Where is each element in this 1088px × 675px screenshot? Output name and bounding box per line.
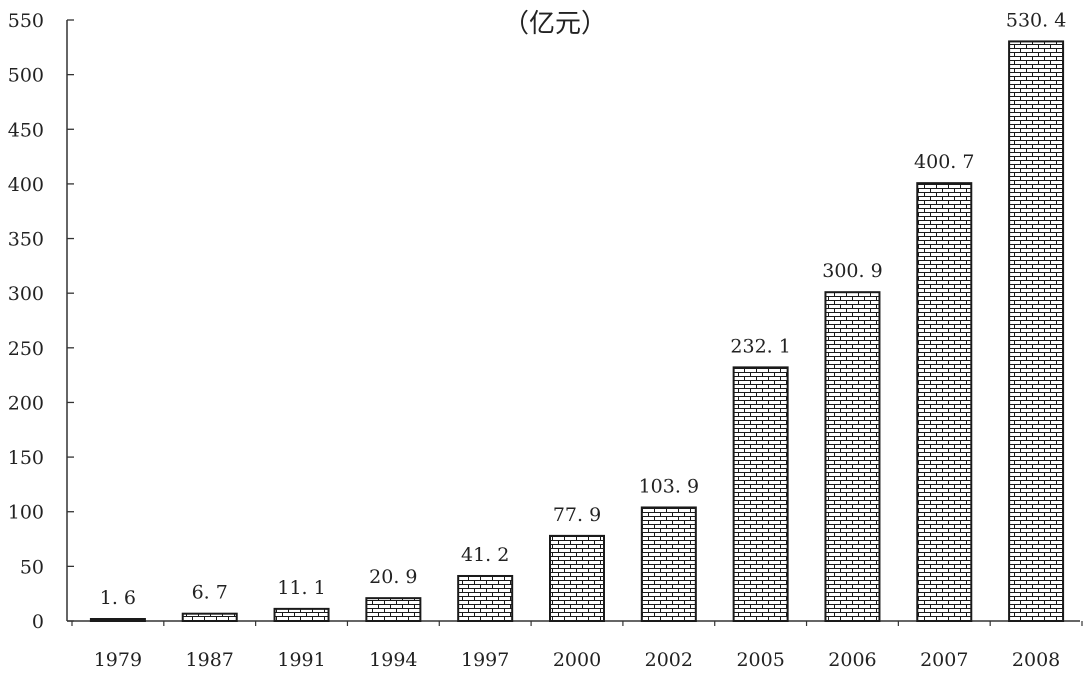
bar-1991	[273, 607, 330, 622]
bar-1987	[181, 612, 238, 622]
x-tick-label-2005: 2005	[736, 649, 784, 670]
data-label-2005: 232. 1	[730, 335, 790, 357]
y-tick-label: 400	[8, 174, 44, 196]
y-tick-label: 0	[32, 611, 44, 633]
x-tick-label-1987: 1987	[186, 649, 234, 670]
bar-2005	[732, 366, 789, 622]
y-tick-label: 50	[20, 556, 44, 578]
y-tick-label: 550	[8, 10, 44, 32]
data-label-2006: 300. 9	[822, 260, 882, 282]
x-tick-label-2008: 2008	[1012, 649, 1060, 670]
data-label-1994: 20. 9	[369, 566, 417, 588]
data-label-2007: 400. 7	[914, 151, 974, 173]
bar-1979	[89, 618, 146, 622]
y-tick-label: 300	[8, 283, 44, 305]
bar-2002	[640, 506, 697, 622]
y-tick-label: 350	[8, 229, 44, 251]
data-label-1997: 41. 2	[461, 544, 509, 566]
bar-1997	[457, 574, 514, 622]
bar-2008	[1008, 40, 1065, 622]
x-tick-label-1994: 1994	[369, 649, 417, 670]
chart-subtitle: （亿元）	[503, 9, 607, 39]
bar-2007	[916, 182, 973, 622]
x-tick-label-2000: 2000	[553, 649, 601, 670]
data-label-2008: 530. 4	[1006, 9, 1066, 31]
y-tick-label: 500	[8, 65, 44, 87]
y-tick-label: 250	[8, 338, 44, 360]
data-labels: 1. 6 6. 7 11. 1 20. 9 41. 2 77. 9 103. 9 232. 1…	[100, 9, 1067, 609]
y-tick-label: 450	[8, 119, 44, 141]
data-label-2002: 103. 9	[639, 475, 699, 497]
y-tick-label: 100	[8, 502, 44, 524]
x-tick-label-2007: 2007	[920, 649, 968, 670]
x-axis: 1979 1987 1991 1994 1997 2000 2002 2005 2006 2007…	[67, 620, 1083, 671]
data-label-1991: 11. 1	[277, 577, 325, 599]
bar-1994	[365, 597, 422, 622]
y-axis: 0 50 100 150 200 250 300 350 400 450 500 550	[8, 10, 74, 633]
x-tick-label-1979: 1979	[94, 649, 142, 670]
x-tick-label-2002: 2002	[645, 649, 693, 670]
y-tick-label: 150	[8, 447, 44, 469]
data-label-1987: 6. 7	[192, 582, 228, 604]
x-tick-label-1991: 1991	[277, 649, 325, 670]
bars	[89, 40, 1065, 622]
data-label-2000: 77. 9	[553, 504, 601, 526]
data-label-1979: 1. 6	[100, 587, 136, 609]
y-tick-label: 200	[8, 392, 44, 414]
bar-2006	[824, 291, 881, 622]
bar-2000	[549, 534, 605, 622]
x-tick-label-2006: 2006	[828, 649, 876, 670]
x-tick-label-1997: 1997	[461, 649, 509, 670]
